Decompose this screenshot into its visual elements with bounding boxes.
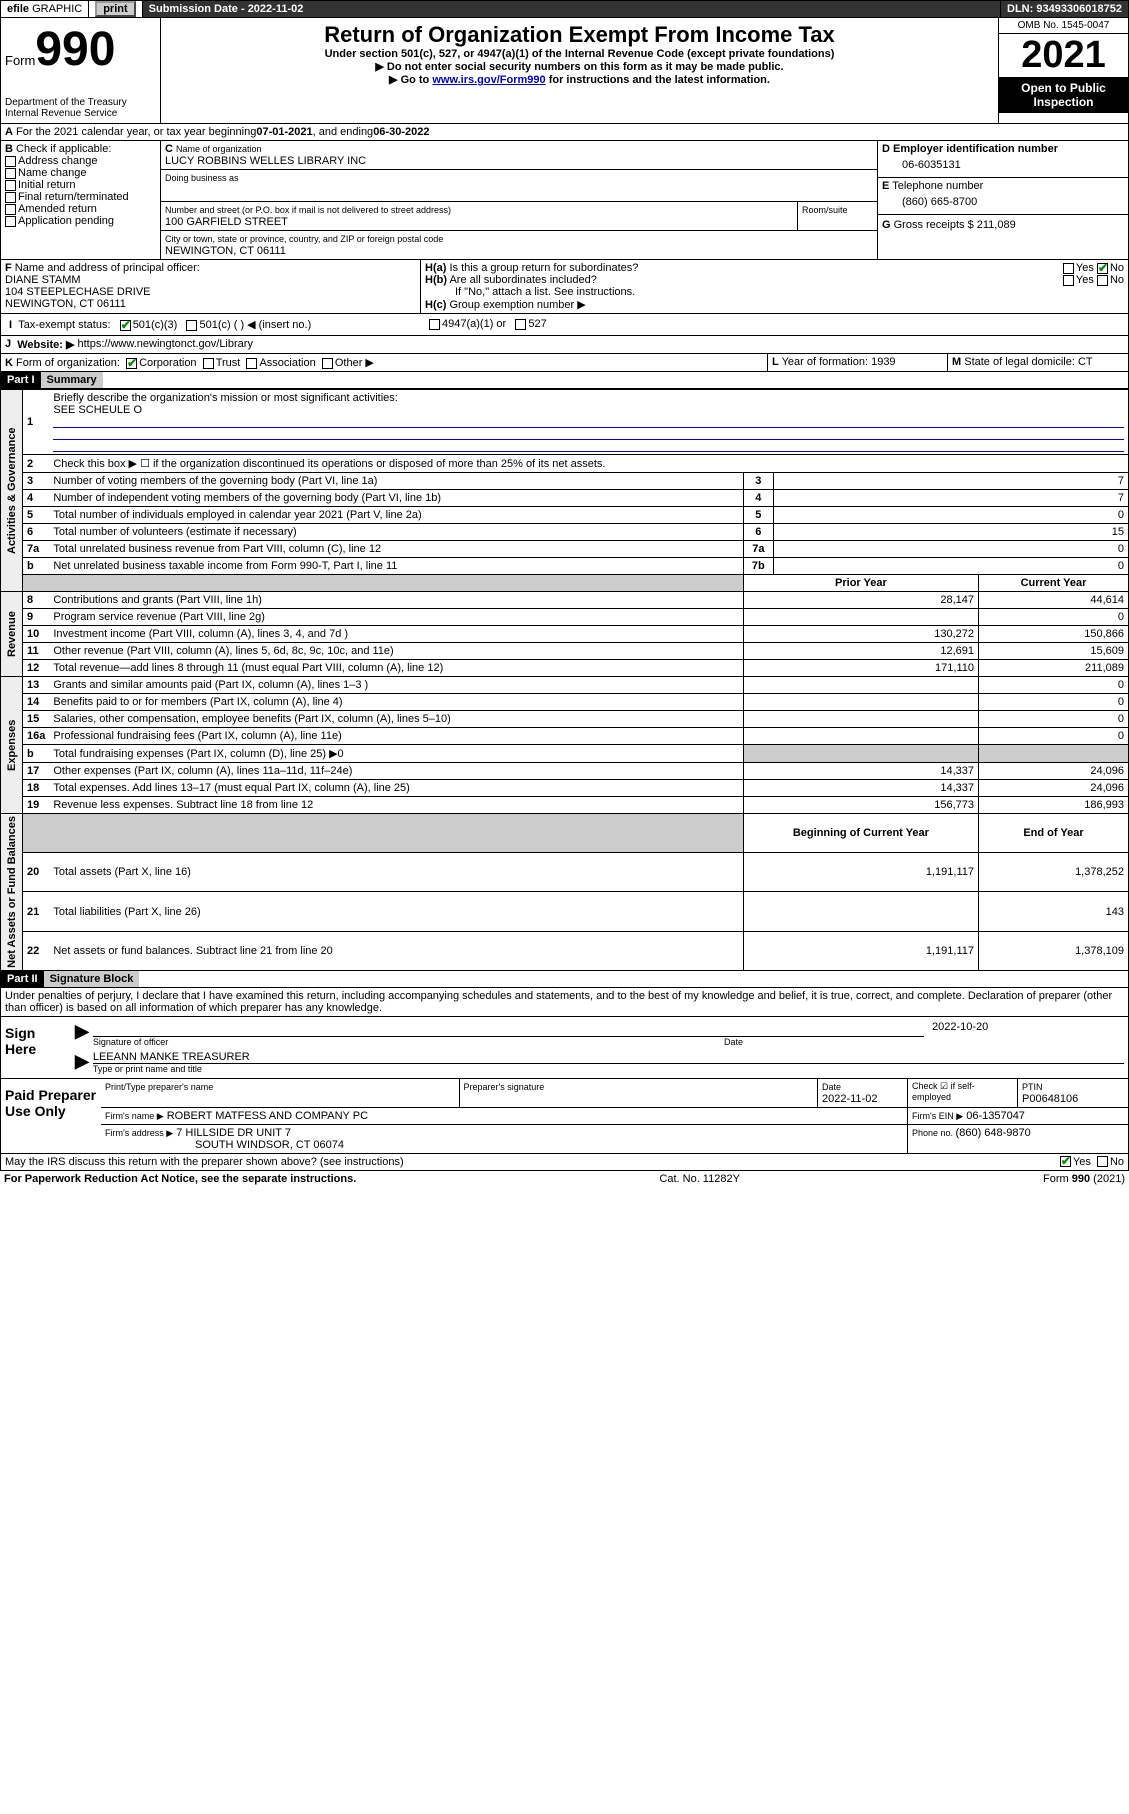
ha-no[interactable] [1097, 263, 1108, 274]
ha-label: Is this a group return for subordinates? [449, 262, 638, 274]
q1: Briefly describe the organization's miss… [53, 392, 397, 404]
part-ii-bar: Part II Signature Block [0, 971, 1129, 988]
officer-name: DIANE STAMM [5, 274, 81, 286]
dln: DLN: 93493306018752 [1001, 1, 1128, 17]
check-assoc[interactable] [246, 358, 257, 369]
check-corp[interactable] [126, 358, 137, 369]
firm-ein: 06-1357047 [966, 1110, 1025, 1122]
subtitle-1: Under section 501(c), 527, or 4947(a)(1)… [165, 48, 994, 60]
part-i-bar: Part I Summary [0, 372, 1129, 389]
gross-receipts: 211,089 [977, 219, 1016, 231]
penalty-statement: Under penalties of perjury, I declare th… [0, 988, 1129, 1017]
telephone: (860) 665-8700 [882, 192, 1124, 212]
check-527[interactable] [515, 319, 526, 330]
line-j: J Website: ▶ https://www.newingtonct.gov… [0, 336, 1129, 354]
dept-label: Department of the Treasury [5, 97, 156, 108]
vlabel-revenue: Revenue [1, 592, 23, 677]
print-button[interactable]: print [95, 1, 135, 17]
tax-year: 2021 [999, 34, 1128, 77]
org-city: NEWINGTON, CT 06111 [165, 245, 286, 257]
check-4947[interactable] [429, 319, 440, 330]
check-amended[interactable] [5, 204, 16, 215]
omb-number: OMB No. 1545-0047 [999, 18, 1128, 34]
submission-date: Submission Date - 2022-11-02 [143, 1, 1001, 17]
sig-date: 2022-10-20 [932, 1021, 1124, 1033]
firm-addr2: SOUTH WINDSOR, CT 06074 [105, 1139, 344, 1151]
paid-preparer-block: Paid Preparer Use Only Print/Type prepar… [0, 1079, 1129, 1154]
discuss-yes[interactable] [1060, 1156, 1071, 1167]
irs-label: Internal Revenue Service [5, 108, 156, 119]
efile-label: efile GRAPHIC [1, 1, 89, 17]
officer-addr1: 104 STEEPLECHASE DRIVE [5, 286, 151, 298]
irs-link[interactable]: www.irs.gov/Form990 [432, 74, 545, 86]
dba-label: Doing business as [165, 173, 239, 183]
top-bar: efile GRAPHIC print Submission Date - 20… [0, 0, 1129, 18]
check-501c[interactable] [186, 320, 197, 331]
officer-addr2: NEWINGTON, CT 06111 [5, 298, 126, 310]
check-501c3[interactable] [120, 320, 131, 331]
state-domicile: CT [1078, 356, 1093, 368]
discuss-no[interactable] [1097, 1156, 1108, 1167]
vlabel-net-assets: Net Assets or Fund Balances [1, 814, 23, 971]
check-initial-return[interactable] [5, 180, 16, 191]
hb-yes[interactable] [1063, 275, 1074, 286]
form-title: Return of Organization Exempt From Incom… [165, 22, 994, 48]
check-trust[interactable] [203, 358, 214, 369]
ptin: P00648106 [1022, 1093, 1078, 1105]
line-a: A For the 2021 calendar year, or tax yea… [0, 124, 1129, 141]
footer: For Paperwork Reduction Act Notice, see … [0, 1171, 1129, 1187]
check-app-pending[interactable] [5, 216, 16, 227]
summary-table: Activities & Governance 1 Briefly descri… [0, 389, 1129, 971]
org-name: LUCY ROBBINS WELLES LIBRARY INC [165, 155, 366, 167]
firm-name: ROBERT MATFESS AND COMPANY PC [167, 1110, 368, 1122]
discuss-line: May the IRS discuss this return with the… [0, 1154, 1129, 1171]
firm-phone: (860) 648-9870 [956, 1127, 1031, 1139]
hc-label: Group exemption number ▶ [449, 299, 585, 311]
check-final-return[interactable] [5, 192, 16, 203]
section-bcdefg: B Check if applicable: Address change Na… [0, 141, 1129, 260]
city-label: City or town, state or province, country… [165, 234, 443, 244]
check-address-change[interactable] [5, 156, 16, 167]
ein: 06-6035131 [882, 155, 1124, 175]
c-label: Name of organization [176, 144, 262, 154]
subtitle-2: ▶ Do not enter social security numbers o… [165, 60, 994, 73]
q1-answer: SEE SCHEULE O [53, 404, 142, 416]
firm-addr1: 7 HILLSIDE DR UNIT 7 [176, 1127, 291, 1139]
website-url: https://www.newingtonct.gov/Library [77, 338, 252, 351]
vlabel-governance: Activities & Governance [1, 390, 23, 592]
sign-here-block: Sign Here ▶ Signature of officerDate 202… [0, 1017, 1129, 1079]
year-formation: 1939 [871, 356, 895, 368]
e-label: Telephone number [892, 180, 983, 192]
form-header: Form990 Department of the Treasury Inter… [0, 18, 1129, 124]
form-number: 990 [35, 23, 115, 76]
org-address: 100 GARFIELD STREET [165, 216, 288, 228]
d-label: Employer identification number [893, 143, 1058, 155]
g-label: Gross receipts $ [894, 219, 977, 231]
hb-note: If "No," attach a list. See instructions… [425, 286, 635, 298]
ha-yes[interactable] [1063, 263, 1074, 274]
open-public: Open to Public Inspection [999, 77, 1128, 113]
officer-printed: LEEANN MANKE TREASURER [93, 1051, 1124, 1064]
form-prefix: Form [5, 53, 35, 68]
line-i: I Tax-exempt status: 501(c)(3) 501(c) ( … [0, 314, 1129, 336]
addr-label: Number and street (or P.O. box if mail i… [165, 205, 451, 215]
section-fhi: F Name and address of principal officer:… [0, 260, 1129, 314]
hb-no[interactable] [1097, 275, 1108, 286]
check-name-change[interactable] [5, 168, 16, 179]
f-label: Name and address of principal officer: [15, 262, 200, 274]
room-label: Room/suite [802, 205, 848, 215]
subtitle-3: ▶ Go to www.irs.gov/Form990 for instruct… [165, 73, 994, 86]
hb-label: Are all subordinates included? [449, 274, 596, 286]
line-klm: K Form of organization: Corporation Trus… [0, 354, 1129, 372]
q2: Check this box ▶ ☐ if the organization d… [49, 455, 1128, 473]
b-label: Check if applicable: [16, 143, 111, 155]
vlabel-expenses: Expenses [1, 677, 23, 814]
check-other[interactable] [322, 358, 333, 369]
